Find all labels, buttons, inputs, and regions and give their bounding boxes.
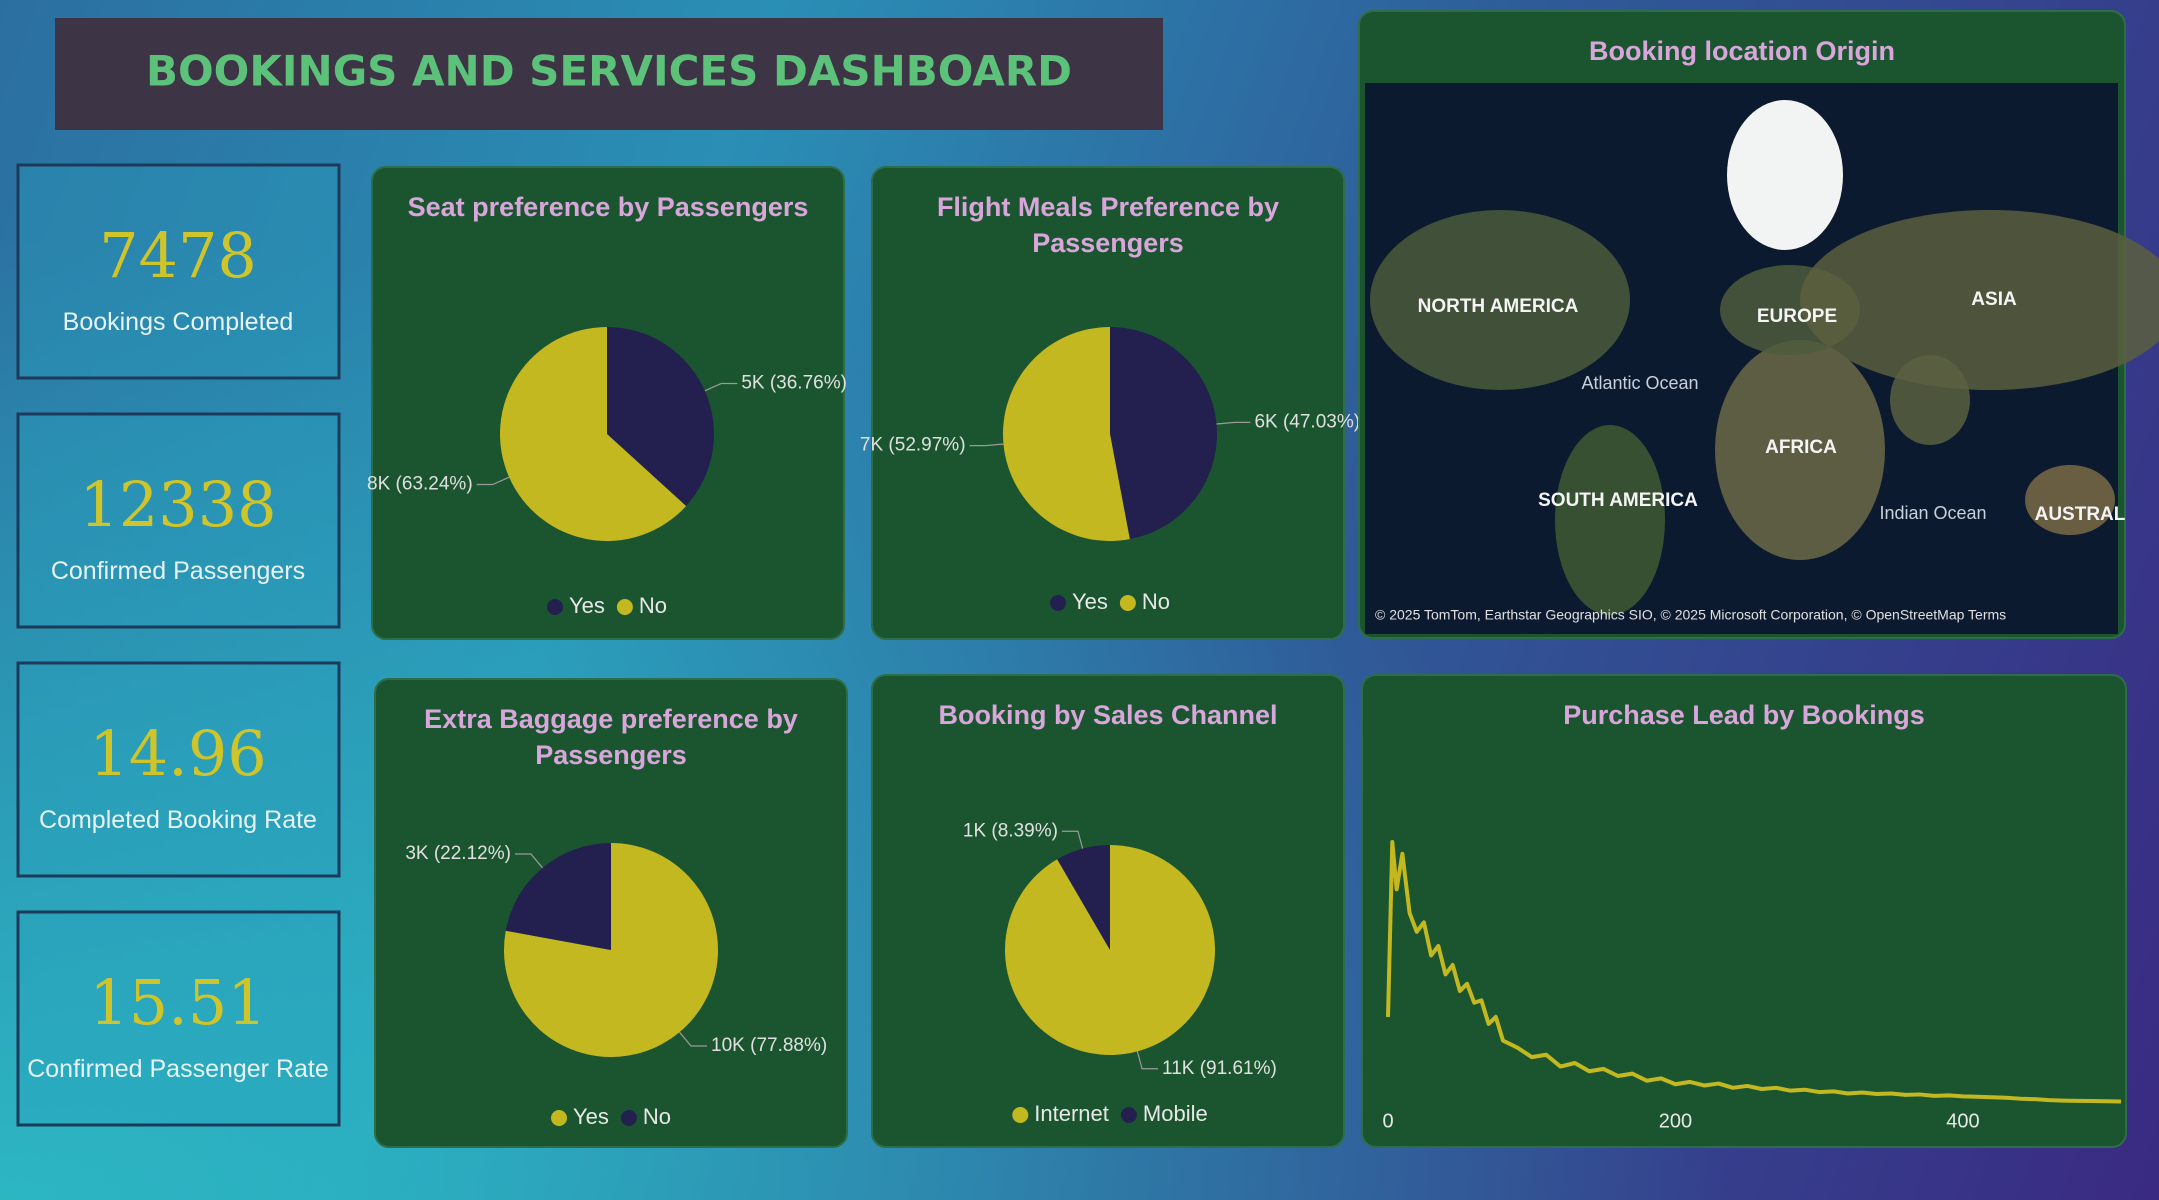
dashboard-title: BOOKINGS AND SERVICES DASHBOARD bbox=[146, 47, 1072, 96]
kpi-card bbox=[16, 910, 341, 1127]
kpi-value: 7478 bbox=[99, 219, 257, 292]
region-label: AUSTRAL bbox=[2035, 504, 2126, 525]
legend-label: No bbox=[639, 593, 667, 618]
landmass bbox=[1715, 340, 1885, 560]
pie-slice bbox=[505, 843, 611, 950]
data-label: 11K (91.61%) bbox=[1162, 1058, 1277, 1079]
panel bbox=[1361, 674, 2127, 1148]
ocean-label: Indian Ocean bbox=[1879, 503, 1986, 523]
legend-label: Mobile bbox=[1143, 1101, 1208, 1126]
legend-label: Yes bbox=[569, 593, 605, 618]
x-tick-label: 200 bbox=[1659, 1110, 1692, 1132]
region-label: AFRICA bbox=[1765, 437, 1837, 458]
panel-title-box: Flight Meals Preference by Passengers bbox=[936, 192, 1280, 259]
leader-line bbox=[514, 853, 543, 869]
landmass bbox=[1370, 210, 1630, 390]
kpi-card bbox=[16, 661, 341, 878]
leader-line bbox=[679, 1031, 708, 1047]
ocean-label: Atlantic Ocean bbox=[1581, 373, 1698, 393]
region-label: SOUTH AMERICA bbox=[1538, 490, 1698, 511]
leader-line bbox=[476, 476, 510, 486]
legend-label: Yes bbox=[1072, 589, 1108, 614]
x-tick-label: 400 bbox=[1946, 1110, 1979, 1132]
panel-title-box: Purchase Lead by Bookings bbox=[1563, 700, 1925, 730]
data-label: 6K (47.03%) bbox=[1254, 411, 1360, 432]
panel-title: Booking location Origin bbox=[1589, 36, 1895, 66]
data-label: 7K (52.97%) bbox=[860, 435, 966, 456]
panel-title: Purchase Lead by Bookings bbox=[1563, 700, 1925, 730]
greenland bbox=[1727, 100, 1843, 250]
pie-slice bbox=[1004, 845, 1215, 1056]
pie-slice bbox=[1003, 327, 1130, 541]
leader-line bbox=[1216, 421, 1251, 425]
kpi-card bbox=[16, 412, 341, 629]
title-banner bbox=[55, 18, 1163, 130]
region-label: ASIA bbox=[1971, 289, 2017, 310]
legend-marker bbox=[1012, 1107, 1029, 1123]
legend-marker bbox=[1119, 595, 1136, 611]
legend-marker bbox=[546, 599, 563, 615]
panel-title-box: Booking location Origin bbox=[1589, 36, 1895, 66]
data-label: 1K (8.39%) bbox=[963, 820, 1058, 841]
landmass bbox=[1800, 210, 2159, 390]
pie-slice bbox=[1110, 327, 1218, 540]
kpi-label: Bookings Completed bbox=[63, 308, 294, 336]
legend-label: Yes bbox=[573, 1104, 609, 1129]
region-label: NORTH AMERICA bbox=[1418, 296, 1579, 317]
pie-slice bbox=[1057, 845, 1110, 950]
data-label: 10K (77.88%) bbox=[711, 1035, 827, 1056]
legend-label: No bbox=[643, 1104, 671, 1129]
panel-title: Extra Baggage preference by Passengers bbox=[424, 704, 798, 771]
data-label: 8K (63.24%) bbox=[367, 474, 473, 495]
panel-title-box: Extra Baggage preference by Passengers bbox=[424, 704, 798, 771]
kpi-label: Confirmed Passenger Rate bbox=[27, 1055, 329, 1083]
landmass bbox=[2025, 465, 2115, 535]
legend-marker bbox=[550, 1110, 567, 1126]
leader-line bbox=[969, 443, 1004, 447]
legend-marker bbox=[616, 599, 633, 615]
legend-marker bbox=[1120, 1107, 1137, 1123]
leader-line bbox=[1061, 830, 1084, 849]
kpi-value: 12338 bbox=[79, 468, 276, 541]
legend-label: No bbox=[1142, 589, 1170, 614]
pie-slice bbox=[500, 327, 687, 541]
legend-label: Internet bbox=[1034, 1101, 1109, 1126]
landmass bbox=[1890, 355, 1970, 445]
panel-title: Flight Meals Preference by Passengers bbox=[936, 192, 1280, 259]
panel-title: Seat preference by Passengers bbox=[407, 192, 809, 222]
leader-line bbox=[704, 382, 738, 392]
line-series bbox=[1386, 840, 2122, 1104]
landmass bbox=[1555, 425, 1665, 615]
kpi-label: Completed Booking Rate bbox=[39, 806, 317, 834]
panel-title-box: Booking by Sales Channel bbox=[938, 700, 1278, 730]
x-tick-label: 0 bbox=[1382, 1110, 1393, 1132]
panel-title: Booking by Sales Channel bbox=[938, 700, 1278, 730]
pie-slice bbox=[607, 327, 714, 507]
panel-title-box: Seat preference by Passengers bbox=[407, 192, 809, 222]
kpi-value: 15.51 bbox=[89, 966, 267, 1039]
legend-marker bbox=[1049, 595, 1066, 611]
kpi-label: Confirmed Passengers bbox=[51, 557, 305, 585]
legend-marker bbox=[620, 1110, 637, 1126]
data-label: 5K (36.76%) bbox=[741, 373, 847, 394]
region-label: EUROPE bbox=[1757, 306, 1837, 327]
kpi-card bbox=[16, 163, 341, 380]
map-attribution: © 2025 TomTom, Earthstar Geographics SIO… bbox=[1375, 607, 2006, 623]
leader-line bbox=[1136, 1051, 1159, 1070]
data-label: 3K (22.12%) bbox=[405, 843, 511, 864]
kpi-value: 14.96 bbox=[89, 717, 267, 790]
